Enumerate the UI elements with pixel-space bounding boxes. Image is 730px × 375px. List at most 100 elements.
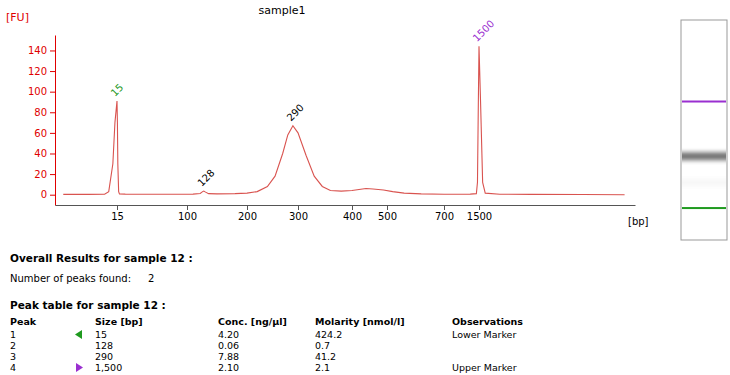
y-tick-mark: [50, 92, 55, 93]
gel-band: [682, 179, 726, 187]
y-tick: 120: [28, 66, 55, 77]
y-axis: 0 20 40 60 80 100 120 140: [28, 36, 56, 206]
table-cell: 424.2: [315, 329, 342, 340]
x-tick-mark: [444, 205, 445, 210]
y-tick-mark: [50, 112, 55, 113]
x-tick-mark: [187, 205, 188, 210]
x-tick: 100: [178, 205, 197, 222]
table-cell: 41.2: [315, 351, 336, 362]
table-cell: 4: [10, 362, 16, 373]
x-tick-mark: [479, 205, 480, 210]
y-tick: 80: [34, 107, 55, 118]
x-tick-label: 15: [111, 211, 124, 222]
x-tick-label: 300: [289, 211, 308, 222]
peak-label: 1500: [471, 18, 497, 44]
x-tick-label: 500: [378, 211, 397, 222]
y-axis-title: [FU]: [6, 11, 29, 24]
y-axis-line: [55, 36, 56, 206]
table-cell: 3: [10, 351, 16, 362]
x-tick: 500: [378, 205, 397, 222]
table-cell: 0.06: [218, 340, 239, 351]
y-tick-label: 140: [28, 45, 47, 56]
y-tick-mark: [50, 133, 55, 134]
x-tick-mark: [298, 205, 299, 210]
y-tick-mark: [50, 195, 55, 196]
peak-labels: 15 128 290 1500: [109, 18, 497, 189]
peak-label: 290: [285, 102, 306, 123]
y-tick-mark: [50, 174, 55, 175]
peak-table: Peak Size [bp] Conc. [ng/µl] Molarity [nmol…: [10, 316, 523, 373]
y-tick-label: 60: [34, 128, 47, 139]
results-value: 2: [148, 273, 154, 284]
table-cell: Lower Marker: [452, 329, 516, 340]
x-axis-line: [56, 205, 636, 206]
marker-icon: [76, 363, 83, 372]
table-title: Peak table for sample 12 :: [10, 299, 166, 311]
y-tick-label: 20: [34, 169, 47, 180]
x-tick-label: 1500: [467, 211, 492, 222]
x-tick-mark: [247, 205, 248, 210]
gel-band: [682, 207, 726, 209]
title: sample1: [259, 4, 306, 17]
y-tick-label: 80: [34, 107, 47, 118]
y-tick: 0: [41, 189, 55, 200]
y-tick-label: 120: [28, 66, 47, 77]
x-tick: 400: [343, 205, 362, 222]
x-tick-label: 700: [435, 211, 454, 222]
table-header: Size [bp]: [95, 316, 143, 327]
results-label: Number of peaks found:: [10, 273, 131, 284]
y-tick-mark: [50, 71, 55, 72]
gel-lane: [681, 20, 727, 240]
y-tick: 100: [28, 86, 55, 97]
x-tick: 700: [435, 205, 454, 222]
x-tick-label: 200: [238, 211, 257, 222]
x-tick-label: 400: [343, 211, 362, 222]
trace-line: [63, 46, 624, 194]
marker-icon: [75, 330, 82, 339]
x-tick-mark: [117, 205, 118, 210]
table-cell: 2: [10, 340, 16, 351]
y-tick: 140: [28, 45, 55, 56]
y-tick-mark: [50, 50, 55, 51]
table-cell: 1: [10, 329, 16, 340]
x-tick-mark: [387, 205, 388, 210]
x-axis-title: [bp]: [628, 216, 649, 227]
y-tick-label: 100: [28, 86, 47, 97]
gel-band: [682, 101, 726, 103]
x-tick: 300: [289, 205, 308, 222]
table-cell: 0.7: [315, 340, 330, 351]
plot-marks: [63, 46, 624, 194]
table-header: Conc. [ng/µl]: [218, 316, 287, 327]
table-cell: 2.10: [218, 362, 239, 373]
table-cell: 15: [95, 329, 107, 340]
table-cell: 1,500: [95, 362, 122, 373]
x-tick: 15: [111, 205, 124, 222]
x-tick-label: 100: [178, 211, 197, 222]
table-cell: 7.88: [218, 351, 239, 362]
table-cell: 2.1: [315, 362, 330, 373]
y-tick: 60: [34, 128, 55, 139]
y-tick: 20: [34, 169, 55, 180]
gel-band: [682, 152, 726, 160]
figure: sample1[FU][bp]0204060801001201401510020…: [0, 0, 730, 375]
x-tick: 1500: [467, 205, 492, 222]
x-axis: 15 100 200 300 400 500 700 1500: [56, 205, 636, 222]
y-tick-mark: [50, 153, 55, 154]
y-tick-label: 40: [34, 148, 47, 159]
y-tick-label: 0: [41, 189, 47, 200]
table-header: Molarity [nmol/l]: [315, 316, 405, 327]
x-tick-mark: [352, 205, 353, 210]
table-cell: 128: [95, 340, 113, 351]
table-cell: Upper Marker: [452, 362, 517, 373]
page: sample1[FU][bp]0204060801001201401510020…: [0, 0, 730, 375]
x-tick: 200: [238, 205, 257, 222]
table-cell: 290: [95, 351, 113, 362]
table-cell: 4.20: [218, 329, 239, 340]
peak-label: 15: [109, 82, 126, 99]
results-title: Overall Results for sample 12 :: [10, 252, 193, 264]
table-header: Observations: [452, 316, 523, 327]
gel-frame: [681, 20, 727, 240]
y-tick: 40: [34, 148, 55, 159]
peak-label: 128: [195, 167, 216, 188]
table-header: Peak: [10, 316, 37, 327]
